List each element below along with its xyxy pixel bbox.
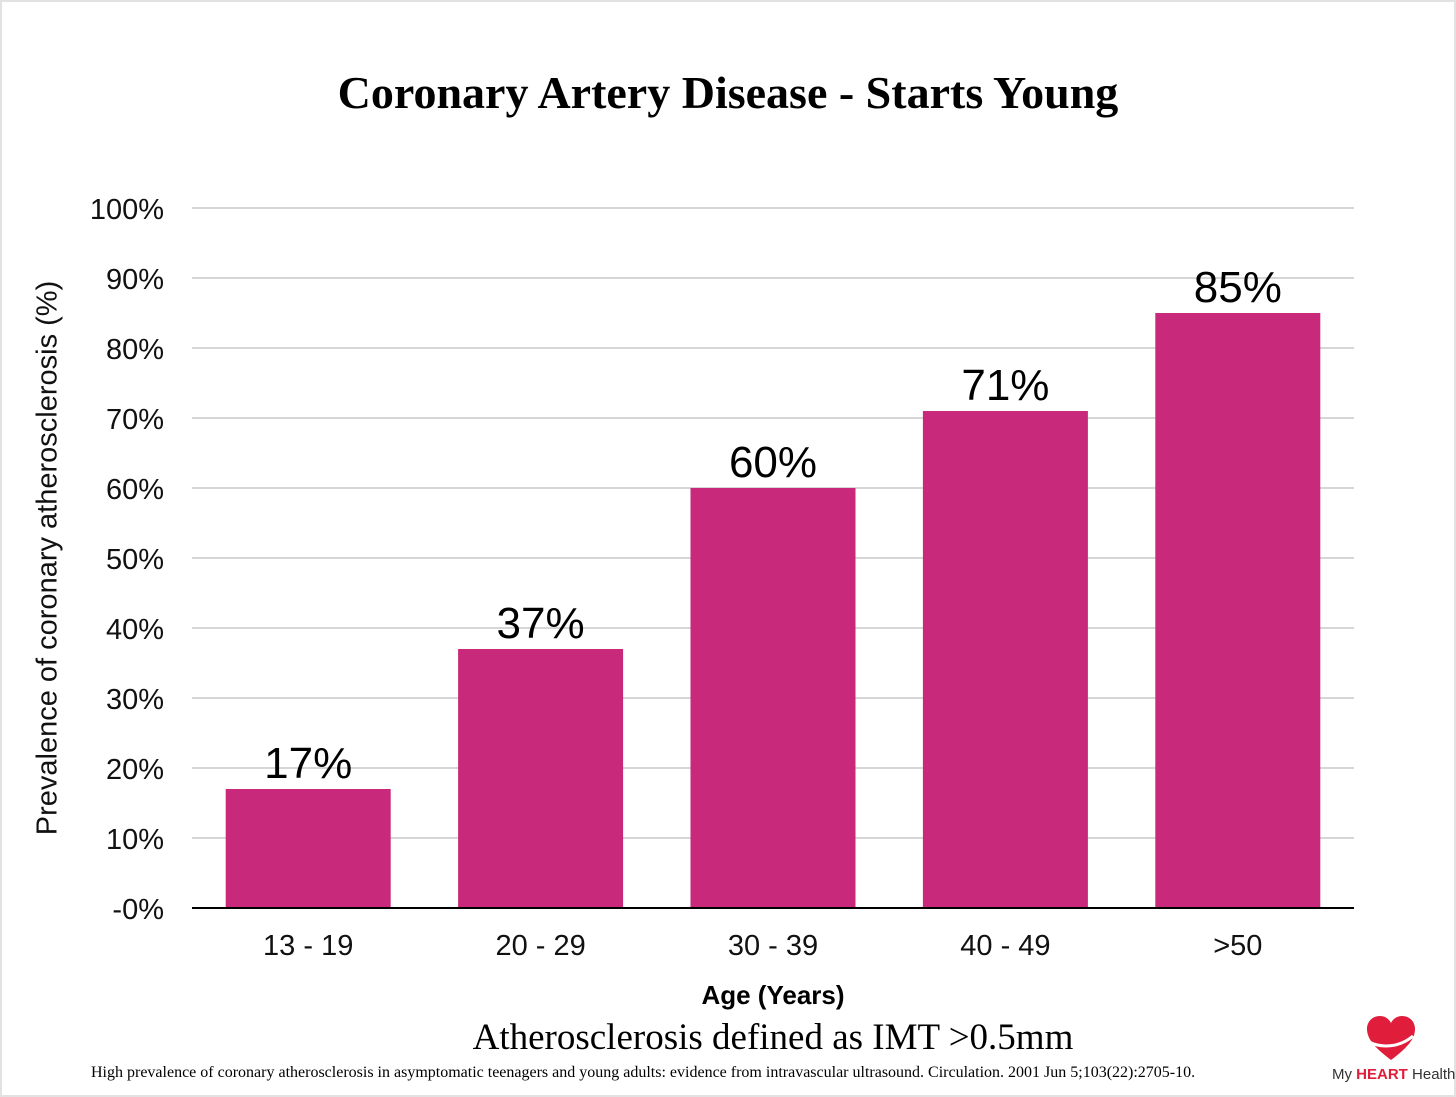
data-label: 37%	[497, 599, 585, 648]
y-tick-label: 30%	[106, 684, 164, 716]
y-tick-label: 70%	[106, 404, 164, 436]
logo-prefix: My	[1332, 1066, 1352, 1083]
data-label: 85%	[1194, 263, 1282, 312]
data-label: 71%	[961, 361, 1049, 410]
bar	[690, 488, 856, 908]
y-tick-label: 20%	[106, 754, 164, 786]
y-tick-label: 100%	[90, 194, 164, 226]
citation: High prevalence of coronary atherosclero…	[91, 1064, 1196, 1081]
y-axis-label: Prevalence of coronary atherosclerosis (…	[31, 280, 64, 836]
data-label: 17%	[264, 739, 352, 788]
x-tick-label: 40 - 49	[960, 930, 1050, 962]
chart-title: Coronary Artery Disease - Starts Young	[337, 67, 1119, 118]
y-tick-label: 40%	[106, 614, 164, 646]
y-tick-label: 50%	[106, 544, 164, 576]
bar	[458, 649, 624, 908]
x-tick-label: >50	[1213, 930, 1262, 962]
x-axis-label: Age (Years)	[701, 980, 845, 1010]
y-tick-label: 90%	[106, 264, 164, 296]
logo-suffix: Health	[1412, 1066, 1456, 1083]
x-tick-label: 30 - 39	[728, 930, 818, 962]
y-tick-label: 10%	[106, 824, 164, 856]
y-axis-ticks: -0% 10% 20% 30% 40% 50% 60% 70% 80% 90% 100%	[90, 194, 164, 926]
logo-brand: HEART	[1356, 1066, 1408, 1083]
my-heart-health-logo: My HEART Health	[1328, 1014, 1455, 1086]
definition-note: Atherosclerosis defined as IMT >0.5mm	[472, 1017, 1074, 1058]
heart-icon	[1367, 1016, 1415, 1060]
x-tick-label: 13 - 19	[263, 930, 353, 962]
data-labels: 17% 37% 60% 71% 85%	[264, 263, 1282, 788]
bars	[225, 313, 1321, 908]
data-label: 60%	[729, 438, 817, 487]
y-tick-label: -0%	[112, 894, 164, 926]
x-tick-label: 20 - 29	[495, 930, 585, 962]
bar	[1155, 313, 1321, 908]
y-tick-label: 60%	[106, 474, 164, 506]
logo-text: My HEART Health	[1332, 1066, 1455, 1083]
y-tick-label: 80%	[106, 334, 164, 366]
bar	[922, 411, 1088, 908]
bar	[225, 789, 391, 908]
x-axis-ticks: 13 - 19 20 - 29 30 - 39 40 - 49 >50	[263, 930, 1262, 962]
